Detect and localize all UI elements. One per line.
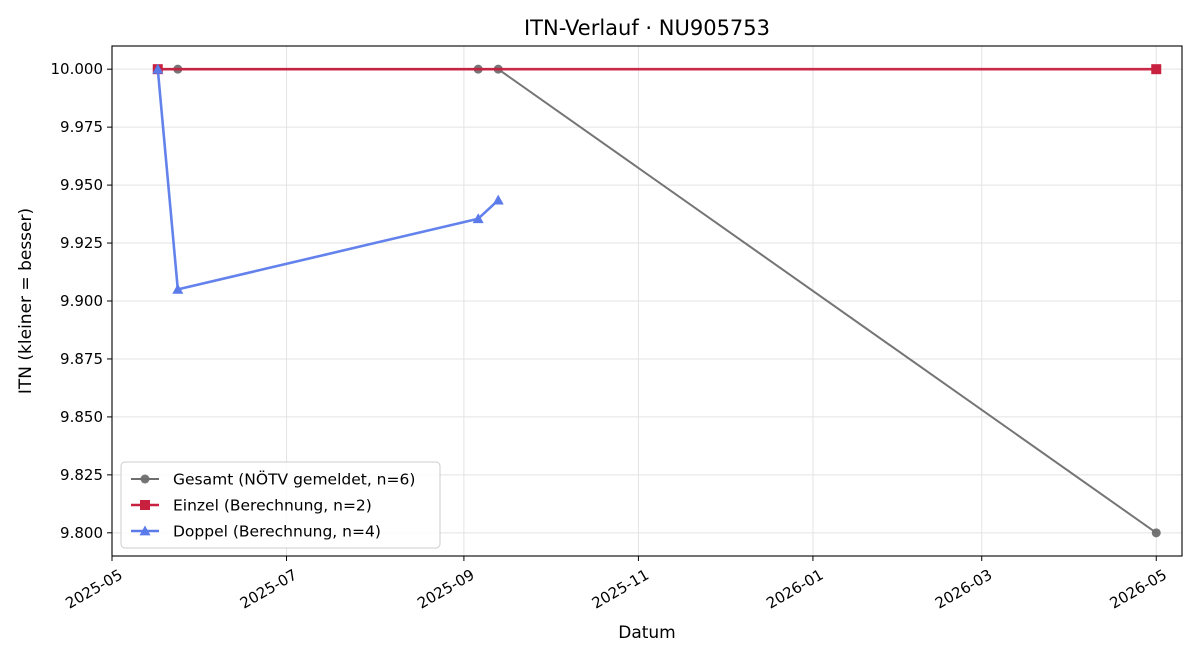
series-square — [152, 64, 1162, 75]
data-point — [1151, 64, 1162, 75]
series-line — [156, 69, 500, 291]
y-tick-label: 9.800 — [60, 524, 103, 542]
data-point — [152, 63, 164, 74]
x-axis-title: Datum — [618, 623, 676, 643]
x-tick-label: 2026-05 — [1107, 566, 1170, 613]
legend-swatch-marker — [140, 474, 150, 484]
data-point — [472, 213, 484, 224]
y-tick-label: 9.950 — [60, 176, 103, 194]
legend-swatch-marker — [140, 500, 150, 510]
x-tick-label: 2026-03 — [932, 566, 995, 613]
y-tick-label: 9.875 — [60, 350, 103, 368]
grid — [111, 46, 1182, 556]
y-tick-label: 9.850 — [60, 408, 103, 426]
y-tick-label: 9.975 — [60, 118, 103, 136]
x-tick-label: 2026-01 — [763, 566, 826, 613]
legend-label: Einzel (Berechnung, n=2) — [173, 497, 372, 515]
legend-entry: Doppel (Berechnung, n=4) — [131, 523, 381, 541]
data-point — [492, 194, 504, 205]
y-tick-label: 10.000 — [51, 60, 104, 78]
legend-entry: Gesamt (NÖTV gemeldet, n=6) — [131, 470, 415, 489]
x-tick-label: 2025-05 — [62, 566, 125, 613]
x-tick-label: 2025-09 — [414, 566, 477, 613]
chart-title: ITN-Verlauf · NU905753 — [524, 16, 770, 40]
x-tick-label: 2025-07 — [237, 566, 300, 613]
legend: Gesamt (NÖTV gemeldet, n=6) Einzel (Berec… — [120, 461, 441, 549]
y-axis: 9.800 9.825 9.850 9.875 9.900 9.925 9.950 9.975… — [51, 60, 112, 542]
series-layer — [152, 63, 1162, 538]
y-tick-label: 9.825 — [60, 466, 103, 484]
x-tick-label: 2025-11 — [589, 566, 652, 613]
y-axis-title: ITN (kleiner = besser) — [16, 208, 36, 394]
data-point — [172, 283, 184, 294]
legend-entry: Einzel (Berechnung, n=2) — [131, 497, 372, 515]
legend-box — [120, 461, 441, 549]
y-tick-label: 9.900 — [60, 292, 103, 310]
y-tick-label: 9.925 — [60, 234, 103, 252]
legend-swatch-marker — [139, 525, 151, 536]
legend-label: Doppel (Berechnung, n=4) — [173, 523, 381, 541]
data-point — [1151, 528, 1161, 538]
x-axis: 2025-05 2025-07 2025-09 2025-11 2026-01 2026-… — [62, 556, 1170, 613]
legend-label: Gesamt (NÖTV gemeldet, n=6) — [173, 470, 415, 489]
series-triangle — [152, 63, 504, 294]
